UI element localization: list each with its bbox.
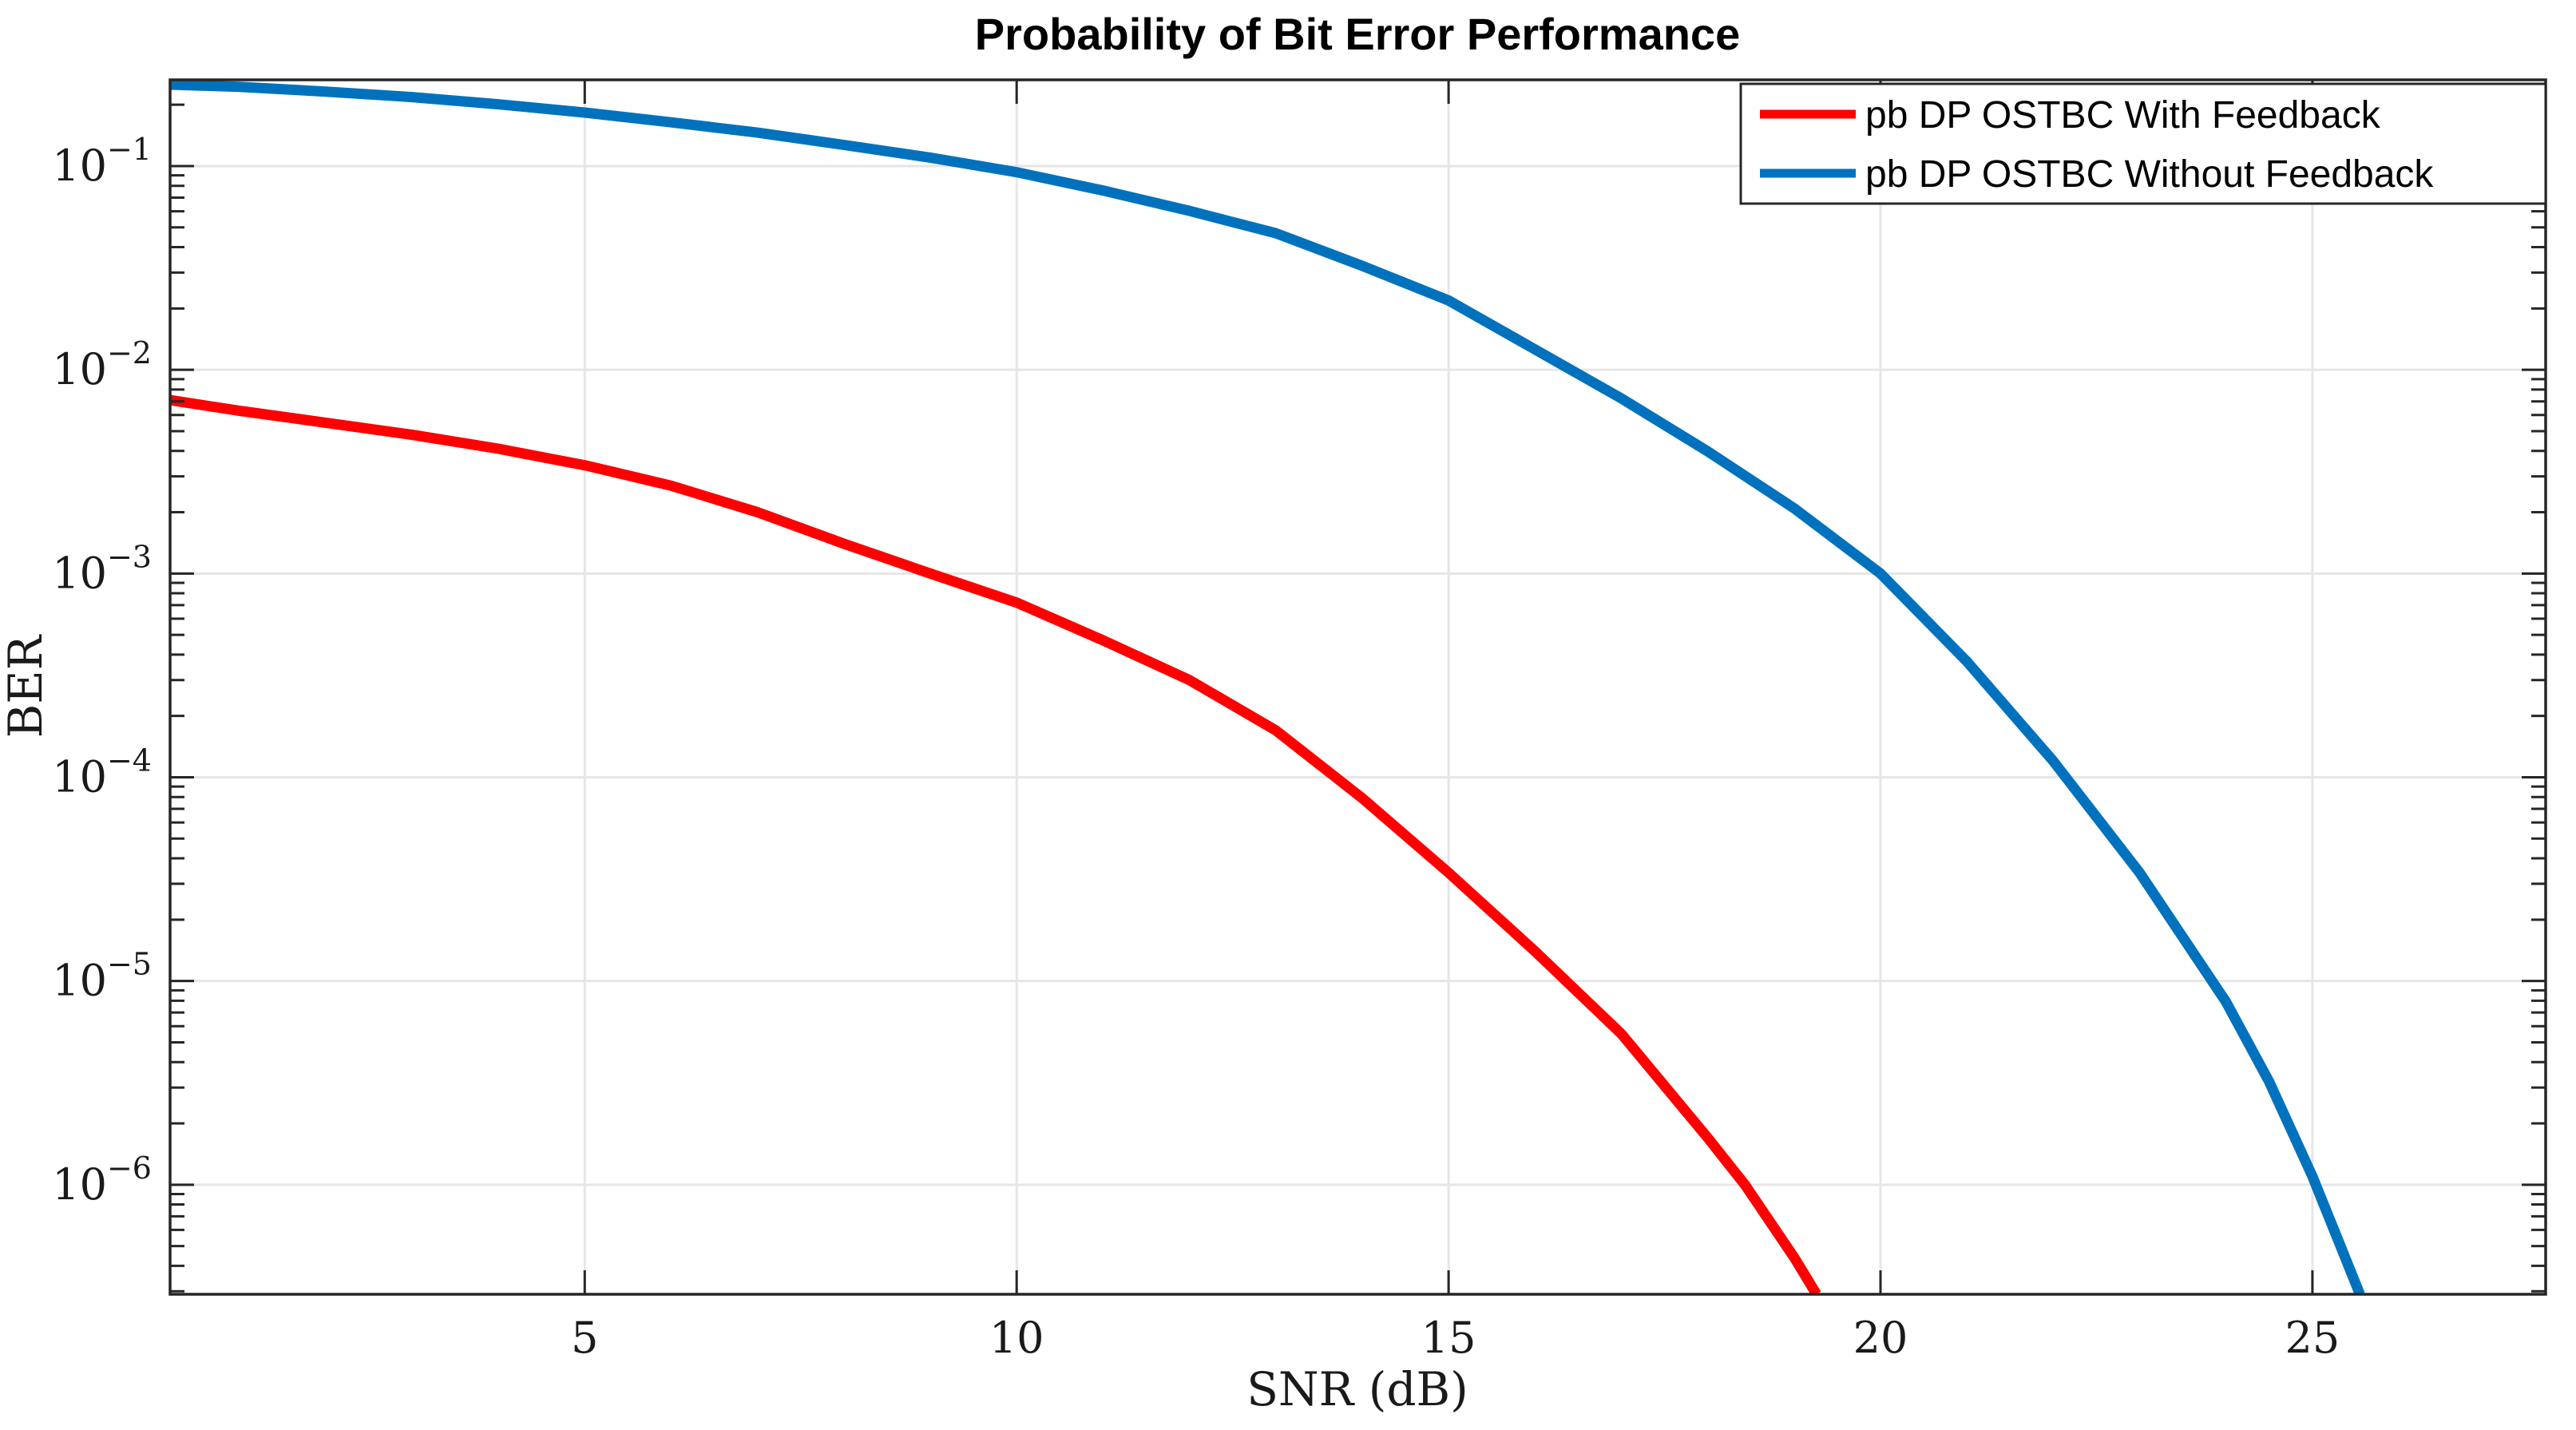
y-tick-labels: 10−1 10−2 10−3 10−4 10−5 10−6 bbox=[52, 132, 152, 1210]
x-tick-label: 5 bbox=[571, 1313, 598, 1363]
y-tick-label: 10−5 bbox=[52, 947, 152, 1006]
y-tick-label: 10−2 bbox=[52, 335, 152, 394]
chart-title: Probability of Bit Error Performance bbox=[975, 9, 1740, 59]
x-tick-label: 15 bbox=[1421, 1313, 1476, 1363]
y-axis-label: BER bbox=[0, 633, 53, 738]
legend[interactable]: pb DP OSTBC With Feedback pb DP OSTBC Wi… bbox=[1739, 82, 2547, 205]
legend-box bbox=[1739, 82, 2547, 205]
tick-layer bbox=[170, 80, 2546, 1294]
y-tick-label: 10−1 bbox=[52, 132, 152, 191]
curve-layer bbox=[170, 80, 2365, 1294]
y-tick-label: 10−4 bbox=[52, 743, 152, 802]
plot-border bbox=[168, 78, 2547, 1296]
x-tick-labels: 5 10 15 20 25 bbox=[571, 1313, 2340, 1363]
grid-layer bbox=[170, 80, 2546, 1294]
curve-without-feedback bbox=[170, 80, 2365, 1294]
x-tick-label: 25 bbox=[2285, 1313, 2340, 1363]
y-tick-label: 10−6 bbox=[52, 1151, 152, 1210]
x-tick-label: 10 bbox=[989, 1313, 1044, 1363]
legend-entry-without-feedback: pb DP OSTBC Without Feedback bbox=[1865, 153, 2434, 196]
x-tick-label: 20 bbox=[1853, 1313, 1908, 1363]
y-tick-label: 10−3 bbox=[52, 539, 152, 598]
x-axis-label: SNR (dB) bbox=[1246, 1362, 1468, 1416]
curve-with-feedback bbox=[170, 394, 1821, 1294]
legend-entry-with-feedback: pb DP OSTBC With Feedback bbox=[1865, 94, 2381, 137]
